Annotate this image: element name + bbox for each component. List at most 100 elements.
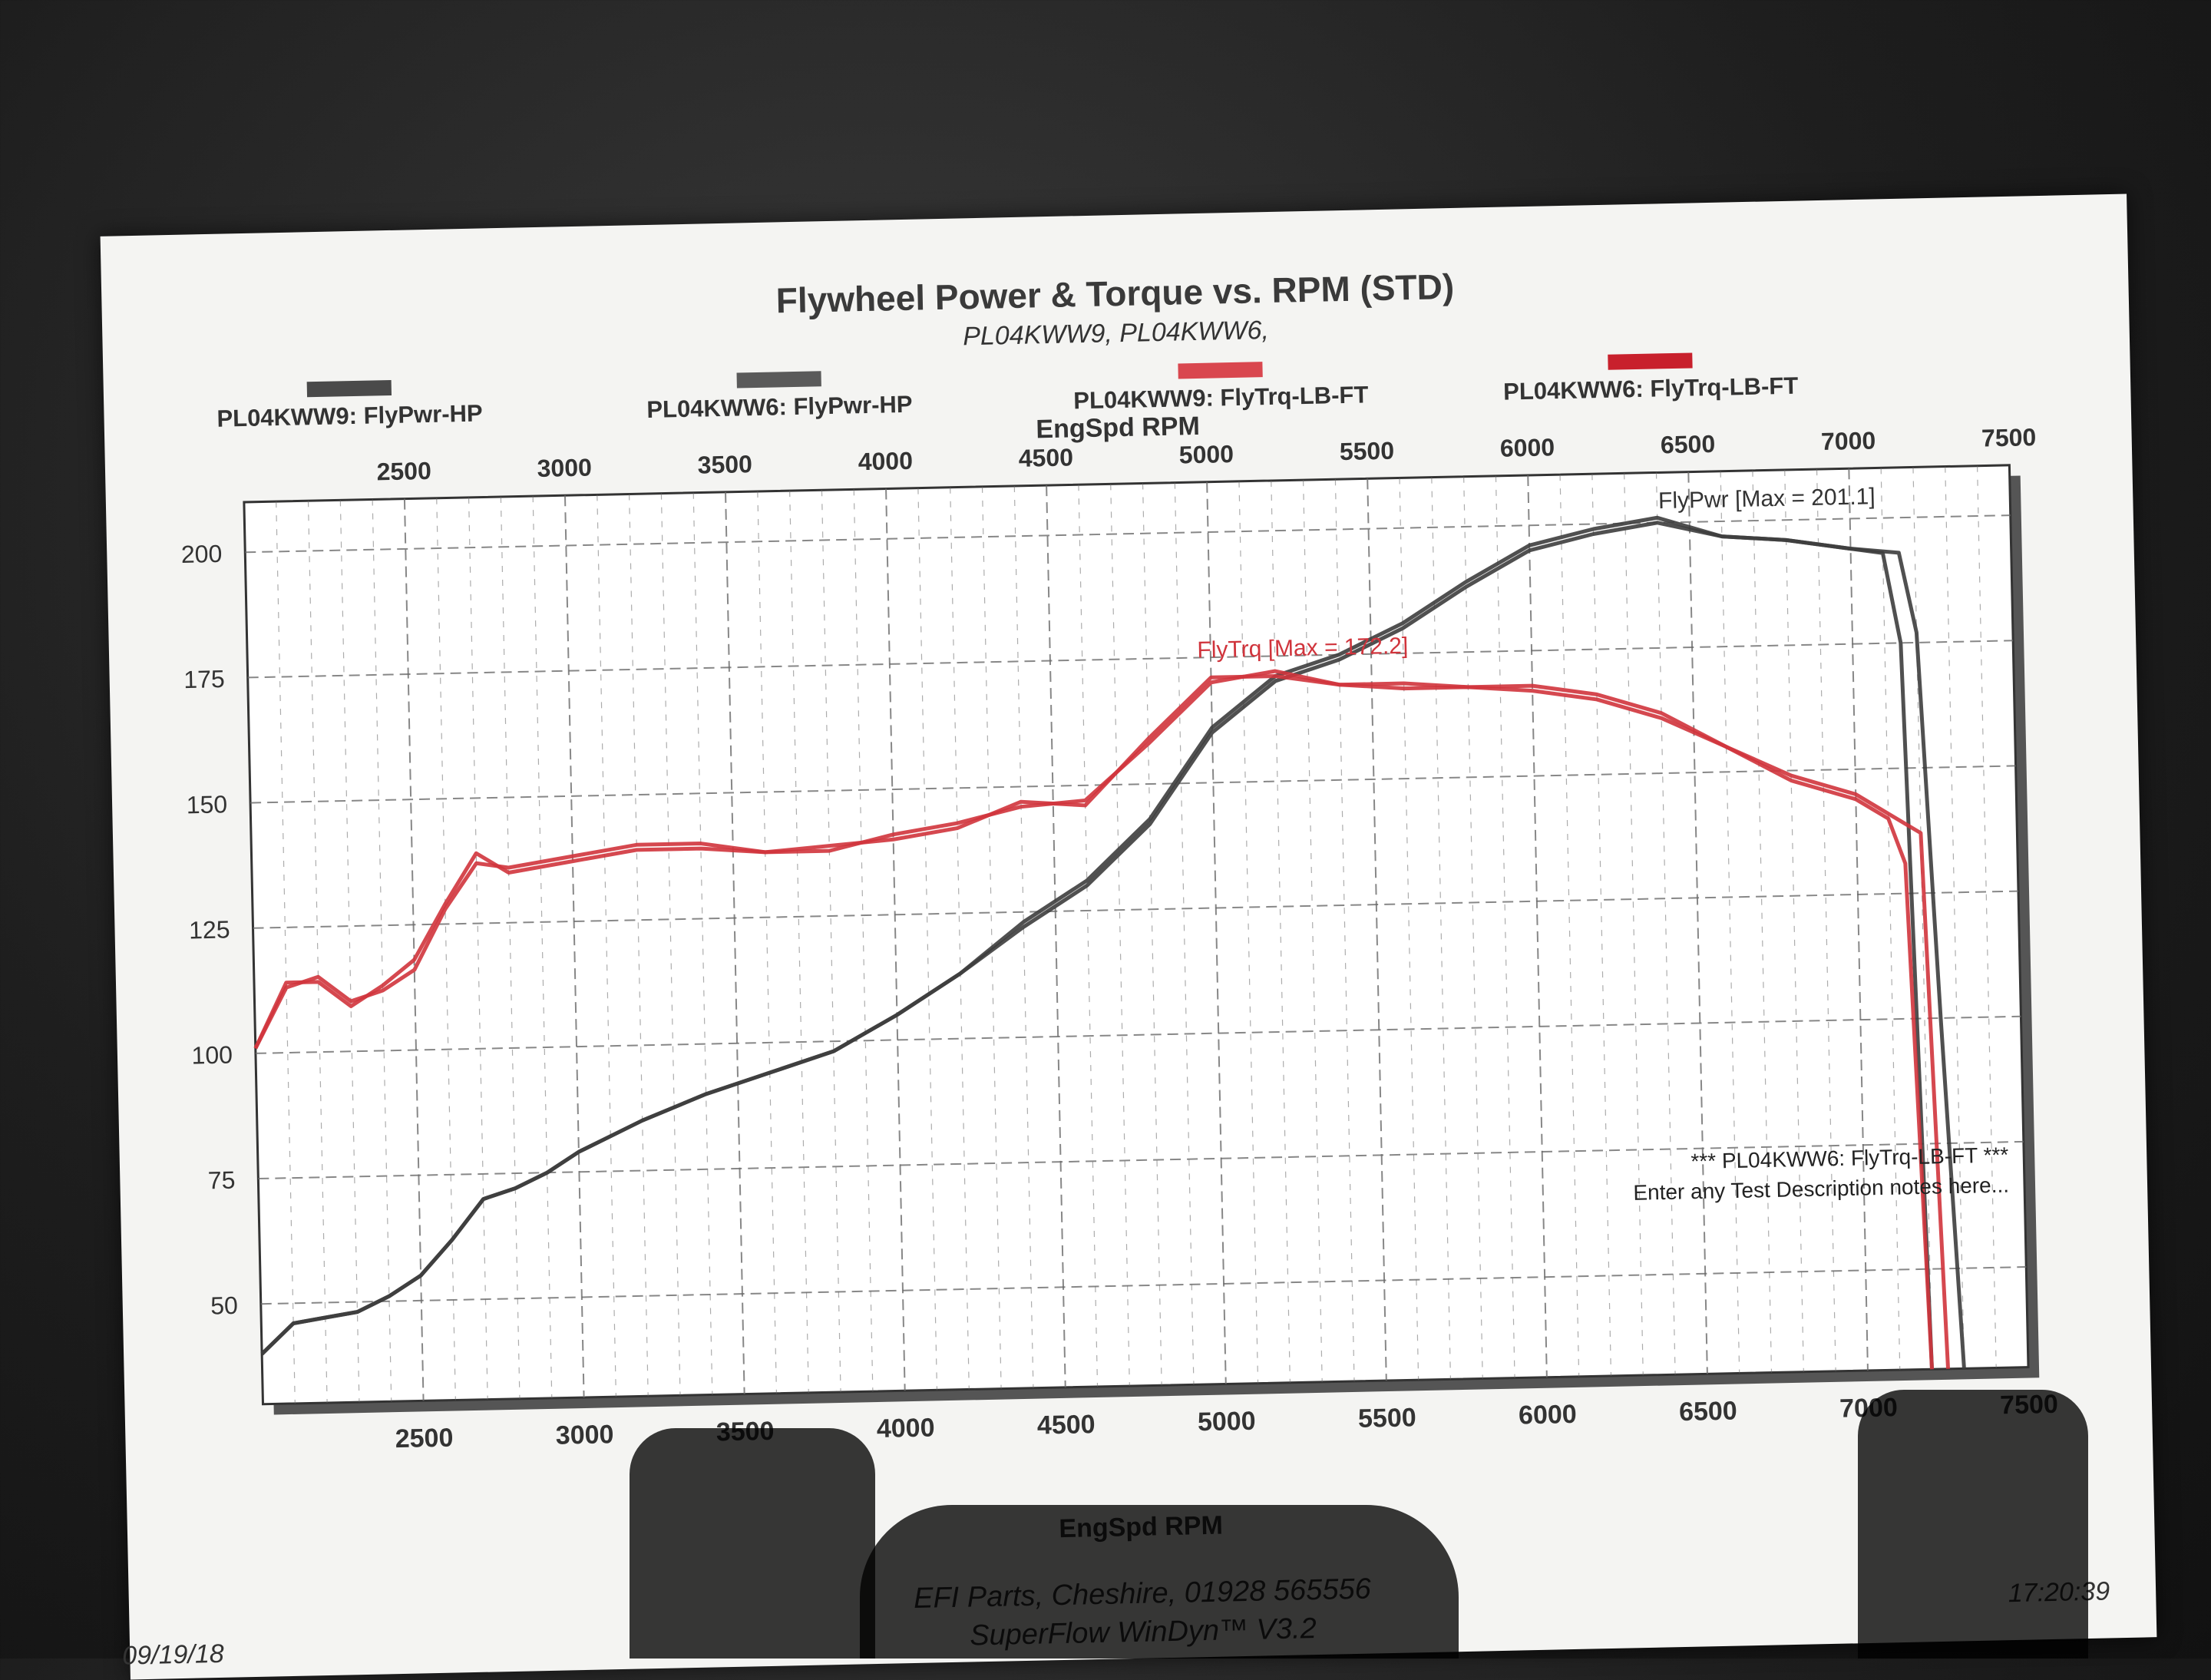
grid-line-vertical <box>1110 484 1130 1387</box>
grid-line-vertical <box>789 491 809 1393</box>
grid-line-horizontal <box>255 1015 2021 1054</box>
grid-line-vertical <box>1848 468 1869 1371</box>
legend-swatch <box>306 379 392 398</box>
grid-line-vertical <box>950 487 970 1390</box>
grid-line-horizontal <box>247 640 2014 679</box>
grid-line-vertical <box>1784 469 1804 1372</box>
hand-shadow-middle <box>860 1505 1459 1659</box>
grid-line-horizontal <box>258 1140 2024 1180</box>
power-max-label: FlyPwr [Max = 201.1] <box>1658 484 1876 514</box>
legend-item-torque-run6: PL04KWW6: FlyTrq-LB-FT <box>1466 350 1835 407</box>
grid-line-vertical <box>1142 483 1162 1386</box>
grid-line-vertical <box>757 491 778 1394</box>
legend-item-power-run6: PL04KWW6: FlyPwr-HP <box>595 368 964 425</box>
grid-line-vertical <box>339 500 360 1403</box>
grid-line-vertical <box>1687 471 1708 1374</box>
y-tick-label: 200 <box>181 540 223 568</box>
legend-swatch <box>1608 352 1693 370</box>
grid-line-vertical <box>1624 473 1644 1376</box>
grid-line-horizontal <box>250 765 2016 804</box>
grid-line-vertical <box>917 488 938 1391</box>
grid-line-vertical <box>885 488 906 1391</box>
grid-line-vertical <box>307 501 328 1404</box>
grid-line-vertical <box>1463 476 1483 1379</box>
grid-line-vertical <box>1495 475 1515 1378</box>
grid-line-vertical <box>1399 478 1419 1381</box>
series-line <box>253 669 1951 1369</box>
grid-line-vertical <box>853 489 874 1392</box>
grid-line-vertical <box>1238 481 1259 1384</box>
x-tick-label-bottom: 6000 <box>1519 1400 1577 1430</box>
grid-line-vertical <box>1302 480 1323 1382</box>
series-lines <box>253 515 1966 1370</box>
grid-line-vertical <box>1174 482 1195 1385</box>
x-tick-label-bottom: 5500 <box>1358 1403 1416 1434</box>
grid-line-vertical <box>725 491 745 1394</box>
grid-line-vertical <box>1912 467 1933 1370</box>
legend-item-torque-run9: PL04KWW9: FlyTrq-LB-FT <box>1036 359 1405 415</box>
grid-line-vertical <box>1945 466 1965 1369</box>
x-tick-label-bottom: 3000 <box>555 1420 613 1450</box>
grid <box>243 464 2040 1415</box>
tick-labels: 5075100125150175200250025003000300035003… <box>181 423 2059 1454</box>
grid-line-vertical <box>532 496 553 1398</box>
grid-line-vertical <box>981 486 1002 1389</box>
grid-line-vertical <box>1880 468 1901 1371</box>
y-tick-label: 175 <box>183 665 225 693</box>
x-tick-label-bottom: 4000 <box>876 1413 934 1444</box>
legend-swatch <box>736 371 821 389</box>
grid-line-vertical <box>1271 480 1291 1383</box>
grid-line-vertical <box>1591 474 1612 1376</box>
grid-line-vertical <box>821 490 841 1392</box>
x-tick-label-bottom: 5000 <box>1198 1407 1256 1437</box>
grid-line-vertical <box>1078 484 1099 1387</box>
grid-line-horizontal <box>253 890 2019 929</box>
grid-line-vertical <box>1720 471 1740 1374</box>
grid-line-vertical <box>692 492 713 1395</box>
x-tick-label-top: 5000 <box>1178 440 1234 468</box>
grid-line-vertical <box>1527 475 1548 1377</box>
grid-line-vertical <box>1206 481 1227 1384</box>
print-date: 09/19/18 <box>121 1639 225 1671</box>
grid-line-vertical <box>597 494 617 1397</box>
x-tick-label-top: 6500 <box>1661 430 1716 458</box>
y-tick-label: 100 <box>191 1041 233 1070</box>
grid-line-vertical <box>468 497 488 1400</box>
plot-frame <box>243 464 2030 1406</box>
grid-line-horizontal <box>260 1266 2027 1305</box>
x-tick-label-top: 7500 <box>1981 423 2037 451</box>
x-tick-label-top: 3500 <box>697 450 752 478</box>
grid-line-vertical <box>1431 477 1452 1380</box>
hand-shadow-right <box>1858 1390 2088 1659</box>
x-tick-label-top: 2500 <box>376 457 431 485</box>
grid-line-vertical <box>629 494 649 1397</box>
grid-line-vertical <box>403 498 425 1401</box>
y-tick-label: 150 <box>186 790 227 819</box>
x-tick-label-top: 7000 <box>1821 426 1876 455</box>
x-tick-label-top: 5500 <box>1339 437 1394 465</box>
y-tick-label: 50 <box>210 1291 238 1320</box>
x-tick-label-bottom: 6500 <box>1679 1397 1737 1427</box>
torque-max-label: FlyTrq [Max = 172.2] <box>1197 633 1408 663</box>
grid-line-vertical <box>660 493 681 1396</box>
grid-line-vertical <box>276 501 296 1404</box>
y-tick-label: 125 <box>189 915 230 944</box>
hand-shadow-left <box>630 1428 875 1659</box>
grid-line-vertical <box>372 499 392 1402</box>
series-line <box>260 515 1966 1369</box>
grid-line-vertical <box>1334 479 1355 1381</box>
x-tick-label-bottom: 2500 <box>395 1424 453 1454</box>
grid-line-vertical <box>1559 475 1580 1377</box>
grid-line-vertical <box>436 498 456 1401</box>
y-tick-label: 75 <box>207 1166 235 1195</box>
grid-line-vertical <box>1655 472 1676 1375</box>
grid-line-vertical <box>1976 465 1997 1368</box>
x-tick-label-bottom: 4500 <box>1037 1410 1096 1440</box>
x-tick-label-top: 4500 <box>1018 443 1073 471</box>
grid-line-vertical <box>500 496 521 1399</box>
grid-line-vertical <box>1816 469 1836 1371</box>
dyno-printout: Flywheel Power & Torque vs. RPM (STD) PL… <box>100 193 2157 1680</box>
x-tick-label-top: 3000 <box>537 454 592 482</box>
x-tick-label-top: 4000 <box>858 447 913 475</box>
grid-line-vertical <box>563 495 585 1398</box>
